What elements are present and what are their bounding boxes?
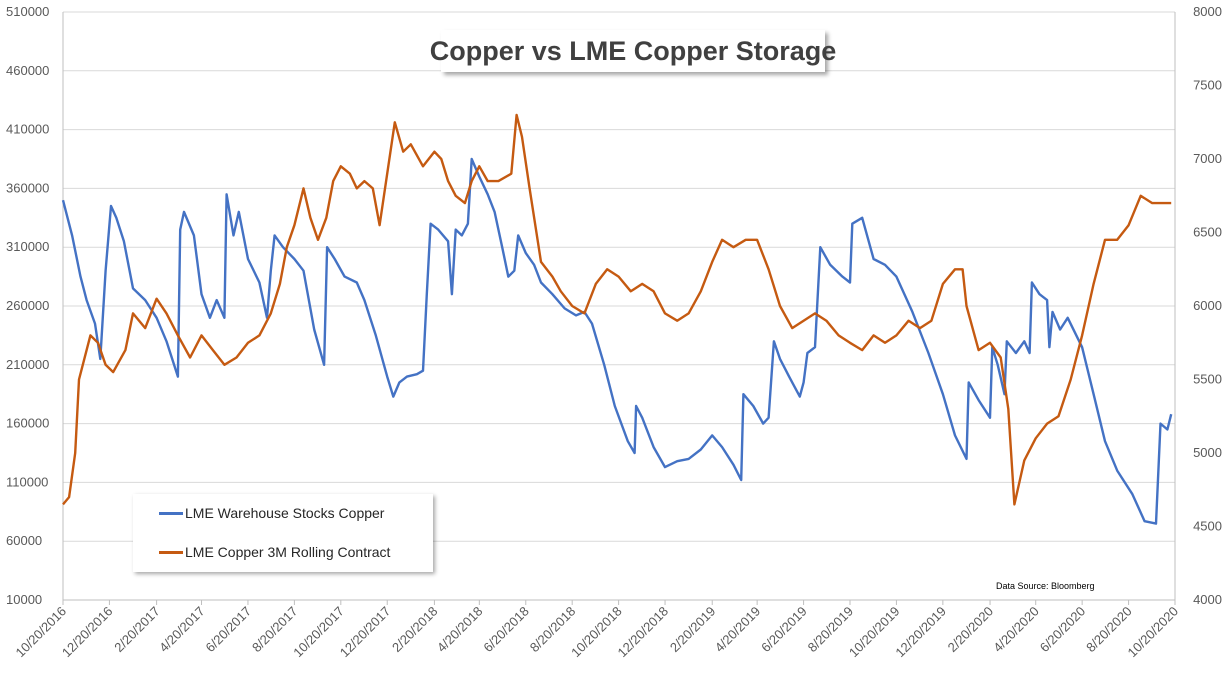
x-tick-label: 4/20/2020	[990, 604, 1042, 656]
x-tick-label: 12/20/2018	[615, 604, 672, 661]
x-tick-label: 10/20/2020	[1124, 604, 1181, 661]
series-line-3m-rolling	[62, 113, 1172, 506]
x-tick-label: 2/20/2017	[111, 604, 163, 656]
x-tick-label: 12/20/2016	[59, 604, 116, 661]
x-tick-label: 12/20/2017	[337, 604, 394, 661]
legend-label-3m-rolling: LME Copper 3M Rolling Contract	[185, 544, 391, 560]
y-right-tick-label: 5500	[1193, 372, 1222, 387]
y-left-tick-label: 260000	[6, 298, 49, 313]
y-right-tick-label: 5000	[1193, 445, 1222, 460]
y-left-tick-label: 460000	[6, 63, 49, 78]
x-tick-label: 6/20/2017	[203, 604, 255, 656]
y-left-tick-label: 310000	[6, 239, 49, 254]
y-right-tick-label: 8000	[1193, 4, 1222, 19]
legend-label-warehouse-stocks: LME Warehouse Stocks Copper	[185, 505, 385, 521]
y-right-tick-label: 4500	[1193, 519, 1222, 534]
legend-swatch-3m-rolling	[159, 550, 183, 554]
x-tick-label: 2/20/2019	[667, 604, 719, 656]
x-tick-label: 6/20/2020	[1037, 604, 1089, 656]
y-left-tick-label: 160000	[6, 416, 49, 431]
y-right-tick-label: 6500	[1193, 225, 1222, 240]
y-left-tick-label: 10000	[6, 592, 42, 607]
x-tick-label: 2/20/2018	[389, 604, 441, 656]
y-left-tick-label: 360000	[6, 180, 49, 195]
y-left-tick-label: 110000	[6, 474, 48, 489]
series-line-warehouse-stocks	[61, 157, 1173, 525]
y-left-tick-label: 510000	[6, 4, 49, 19]
y-right-tick-label: 6000	[1193, 298, 1222, 313]
chart-title: Copper vs LME Copper Storage	[430, 30, 836, 72]
data-source-note: Data Source: Bloomberg	[996, 581, 1095, 591]
legend-item-3m-rolling: LME Copper 3M Rolling Contract	[159, 544, 390, 560]
x-tick-label: 6/20/2019	[758, 604, 810, 656]
legend-item-warehouse-stocks: LME Warehouse Stocks Copper	[159, 505, 384, 521]
x-tick-label: 12/20/2019	[892, 604, 949, 661]
x-tick-label: 6/20/2018	[480, 604, 532, 656]
x-tick-label: 2/20/2020	[945, 604, 997, 656]
y-right-tick-label: 7000	[1193, 151, 1222, 166]
x-tick-label: 4/20/2019	[712, 604, 764, 656]
y-left-tick-label: 210000	[6, 357, 49, 372]
x-tick-label: 4/20/2017	[156, 604, 208, 656]
y-left-tick-label: 410000	[6, 122, 49, 137]
legend-swatch-warehouse-stocks	[159, 511, 183, 515]
legend: LME Warehouse Stocks Copper LME Copper 3…	[133, 494, 433, 572]
y-left-tick-label: 60000	[6, 533, 42, 548]
y-right-tick-label: 7500	[1193, 78, 1222, 93]
x-tick-label: 4/20/2018	[434, 604, 486, 656]
y-right-tick-label: 4000	[1193, 592, 1222, 607]
